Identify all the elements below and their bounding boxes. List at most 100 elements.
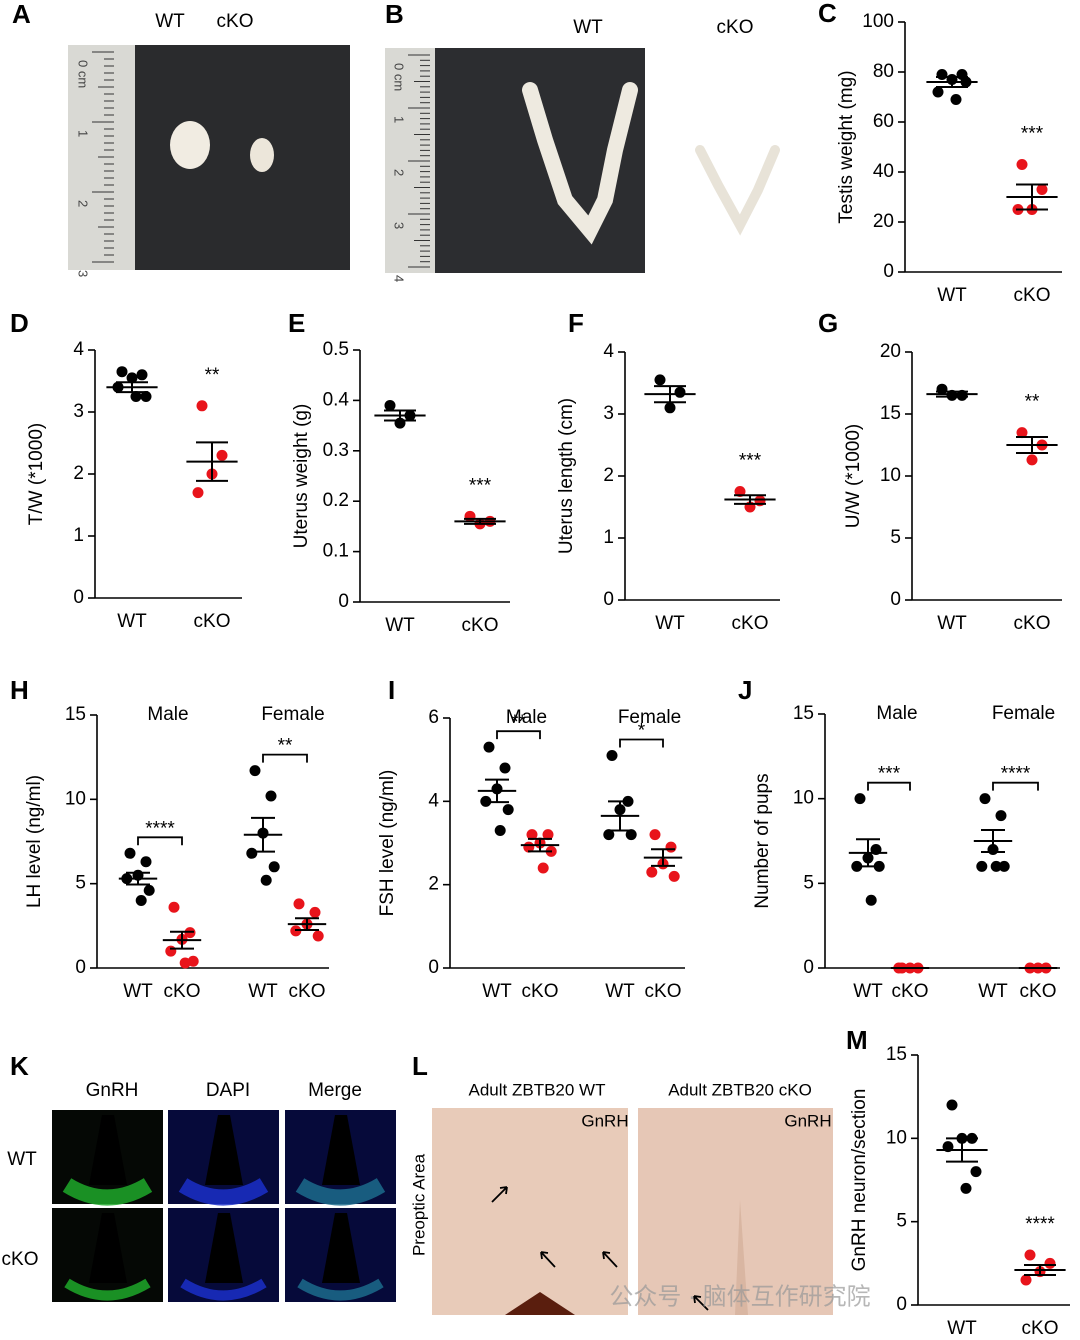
column-label: DAPI: [206, 1080, 250, 1101]
error-bar: [608, 800, 632, 832]
y-tick-label: 4: [73, 339, 84, 360]
x-tick-label: cKO: [1020, 981, 1057, 1002]
error-bar: [126, 871, 150, 886]
data-point: [865, 894, 877, 906]
data-point: [654, 374, 666, 386]
x-tick-label: WT: [248, 981, 278, 1002]
x-tick-label: cKO: [892, 981, 929, 1002]
significance-bracket: [137, 836, 183, 846]
data-point: [309, 906, 321, 918]
y-tick-label: 10: [886, 1127, 907, 1148]
x-tick-label: WT: [385, 615, 415, 636]
y-axis-label: Number of pups: [752, 773, 773, 908]
data-point: [668, 870, 680, 882]
tissue-band: [64, 1278, 151, 1301]
data-point: [990, 860, 1002, 872]
x-tick-label: cKO: [645, 981, 682, 1002]
y-tick-label: 2: [603, 465, 614, 486]
data-point: [136, 369, 148, 381]
data-point: [246, 847, 258, 859]
stain-label: GnRH: [784, 1111, 831, 1130]
ruler-label: 3: [392, 222, 407, 229]
significance: ****: [1001, 764, 1031, 785]
data-point: [976, 860, 988, 872]
y-axis-label: GnRH neuron/section: [849, 1089, 870, 1272]
ruler-ticks: 0 cm 1 2 3 4: [392, 54, 430, 282]
x-tick-label: WT: [117, 611, 147, 632]
column-label: Adult ZBTB20 WT: [469, 1080, 606, 1099]
y-axis-label: LH level (ng/ml): [24, 775, 45, 908]
data-point: [179, 957, 191, 969]
significance-bracket: [992, 781, 1039, 791]
data-point: [192, 487, 204, 499]
x-tick-label: cKO: [1022, 1318, 1059, 1339]
y-axis-label: FSH level (ng/ml): [377, 770, 398, 917]
data-point: [537, 862, 549, 874]
error-bar: [1016, 435, 1048, 455]
tissue-band: [62, 1178, 153, 1206]
data-point: [625, 829, 637, 841]
data-point: [140, 391, 152, 402]
testis-wt: [170, 121, 210, 169]
group-label: cKO: [217, 11, 254, 32]
data-point: [260, 874, 272, 886]
data-point: [932, 86, 944, 98]
significance-bracket: [619, 738, 664, 748]
error-bar: [384, 409, 416, 422]
watermark: 公众号 · 脑体互作研究院: [609, 1283, 870, 1310]
ruler-label: 3: [76, 270, 91, 277]
significance: ****: [1025, 1214, 1055, 1235]
x-tick-label: cKO: [289, 981, 326, 1002]
group-title: Female: [992, 703, 1055, 724]
data-point: [998, 860, 1010, 872]
data-point: [483, 741, 495, 753]
y-tick-label: 0: [603, 589, 614, 610]
ventricle: [89, 1213, 127, 1283]
y-tick-label: 10: [880, 465, 901, 486]
ruler-ticks: 0 cm 1 2 3: [76, 51, 114, 277]
data-point: [168, 901, 180, 913]
data-point: [542, 829, 554, 841]
data-point: [854, 793, 866, 805]
group-label: cKO: [717, 17, 754, 38]
significance-bracket: [262, 753, 308, 763]
y-tick-label: 10: [793, 788, 814, 809]
x-tick-label: cKO: [522, 981, 559, 1002]
y-tick-label: 0: [803, 957, 814, 978]
tissue-band: [297, 1278, 384, 1301]
panel-letter: B: [385, 0, 404, 29]
panel-letter: H: [10, 675, 29, 705]
ventricle: [205, 1115, 243, 1185]
row-label: cKO: [2, 1249, 39, 1270]
y-tick-label: 0.3: [323, 440, 349, 461]
panel-letter: I: [388, 675, 395, 705]
data-point: [1026, 454, 1038, 466]
data-point: [960, 1182, 972, 1194]
y-tick-label: 0: [73, 587, 84, 608]
x-tick-label: WT: [655, 613, 685, 634]
ruler-label: 0 cm: [392, 63, 407, 91]
y-tick-label: 15: [886, 1044, 907, 1065]
group-title: Female: [618, 707, 681, 728]
ruler-label: 4: [392, 275, 407, 282]
error-bar: [654, 385, 686, 404]
error-bar: [946, 1137, 978, 1163]
data-point: [384, 399, 396, 411]
y-tick-label: 10: [65, 788, 86, 809]
data-point: [130, 391, 142, 402]
data-point: [116, 366, 128, 378]
x-tick-label: cKO: [1014, 613, 1051, 634]
error-bar: [295, 917, 319, 932]
significance: ***: [739, 451, 762, 472]
x-tick-label: WT: [853, 981, 883, 1002]
error-bar: [170, 930, 194, 950]
y-tick-label: 0.1: [323, 541, 349, 562]
x-tick-label: cKO: [1014, 285, 1051, 306]
data-point: [502, 804, 514, 816]
testis-cko: [250, 138, 274, 172]
significance: **: [511, 712, 526, 733]
column-label: GnRH: [86, 1080, 139, 1101]
data-point: [526, 829, 538, 841]
y-tick-label: 80: [873, 61, 894, 82]
data-point: [1016, 427, 1028, 439]
